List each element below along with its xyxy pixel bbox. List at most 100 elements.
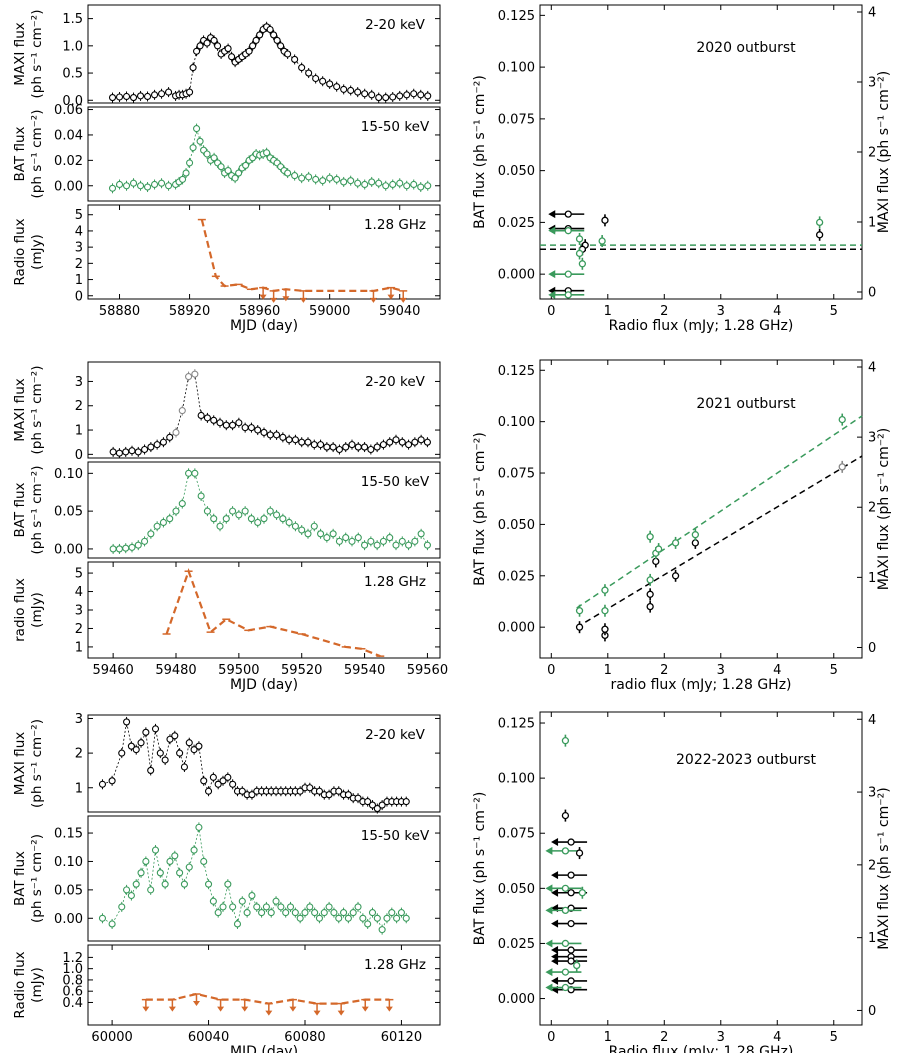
- data-point: [247, 515, 255, 523]
- data-point: [386, 438, 394, 446]
- data-point: [219, 903, 227, 911]
- data-point: [253, 903, 261, 911]
- y-tick-label: 3: [75, 375, 83, 390]
- y-tick-label: 0.125: [498, 9, 535, 24]
- bat-upper-limit-arrow: [545, 906, 553, 915]
- y-tick-label: 0.025: [498, 937, 535, 952]
- data-point: [301, 909, 309, 917]
- data-point: [361, 180, 369, 189]
- data-point: [262, 903, 270, 911]
- energy-band-label: 2-20 keV: [365, 727, 426, 743]
- data-point: [340, 178, 348, 186]
- data-point: [165, 182, 173, 190]
- bat-point: [575, 607, 584, 615]
- data-point: [210, 515, 218, 523]
- data-point: [273, 36, 281, 44]
- data-point: [396, 92, 404, 100]
- data-point: [349, 909, 357, 917]
- data-point: [367, 445, 375, 454]
- data-point: [260, 515, 268, 523]
- data-point: [156, 869, 164, 877]
- data-point: [317, 530, 325, 538]
- data-point: [180, 763, 188, 771]
- data-point: [115, 449, 123, 457]
- data-point: [224, 880, 232, 888]
- y-tick-label: 0.100: [498, 61, 535, 76]
- y-tick-label-right: 2: [868, 858, 876, 873]
- data-point: [306, 784, 314, 792]
- data-point: [141, 445, 149, 454]
- data-point: [405, 441, 413, 449]
- data-point: [123, 886, 131, 894]
- data-point: [368, 178, 376, 186]
- data-point: [375, 94, 383, 102]
- data-point: [165, 88, 173, 96]
- data-point: [159, 518, 167, 527]
- bat-point: [671, 539, 680, 547]
- data-point: [204, 880, 213, 888]
- data-point: [115, 93, 124, 101]
- x-tick-label: 3: [717, 663, 725, 678]
- data-point: [190, 846, 198, 854]
- y-axis-label: Radio flux(mJy): [12, 218, 45, 285]
- energy-band-label: 2-20 keV: [365, 374, 426, 390]
- data-point: [132, 880, 140, 888]
- x-tick-label: 5: [830, 663, 838, 678]
- data-point: [235, 511, 243, 519]
- data-point: [260, 428, 268, 437]
- x-tick-label: 2: [660, 663, 668, 678]
- x-tick-label: 58880: [99, 304, 140, 319]
- data-point: [118, 749, 126, 757]
- data-point: [182, 169, 190, 177]
- data-point: [333, 175, 341, 183]
- data-point: [136, 182, 145, 190]
- data-point: [263, 149, 271, 157]
- axes-frame: [87, 204, 441, 300]
- x-tick-label: 59520: [281, 663, 322, 678]
- data-point: [373, 443, 381, 451]
- y-tick-label: 0.000: [498, 992, 535, 1007]
- data-point: [108, 920, 116, 928]
- data-point: [147, 443, 155, 451]
- data-point: [137, 739, 145, 747]
- bat-point: [838, 415, 846, 424]
- data-point: [166, 433, 174, 441]
- data-point: [235, 169, 243, 177]
- energy-band-label: 15-50 keV: [361, 119, 430, 135]
- data-point: [423, 438, 431, 446]
- data-point: [200, 857, 208, 866]
- y-tick-label: 1.5: [62, 12, 83, 27]
- y-tick-label: 0.075: [498, 467, 535, 482]
- data-point: [398, 537, 406, 545]
- data-point: [291, 55, 299, 63]
- data-point: [229, 421, 237, 429]
- bat-upper-limit-arrow: [545, 846, 553, 855]
- bat-point: [573, 961, 581, 970]
- upper-limit-arrow: [282, 296, 290, 302]
- data-point: [417, 183, 425, 191]
- data-point: [147, 886, 155, 894]
- data-point: [304, 530, 312, 538]
- y-tick-label: 0: [75, 289, 83, 304]
- y-tick-label-right: 0: [868, 641, 876, 656]
- data-point: [128, 543, 136, 551]
- panel-p1_maxi: 0.0 0.5 1.0 1.5 MAXI flux(ph s⁻¹ cm⁻²) 2-20 k…: [12, 4, 441, 109]
- y-tick-label: 1.0: [62, 962, 83, 977]
- bat-upper-limit: [564, 227, 572, 235]
- data-point: [368, 91, 376, 99]
- data-point: [386, 534, 394, 542]
- maxi-point: [601, 216, 609, 224]
- panel-p2_radio: 1 2 3 4 5 59460 59480 59500 59520 59540 59560 MJD (…: [12, 561, 448, 693]
- data-point: [122, 92, 131, 101]
- x-axis-label: Radio flux (mJy; 1.28 GHz): [609, 318, 794, 334]
- y-tick-label: 1: [75, 781, 83, 796]
- y-tick-label: 0.000: [498, 268, 535, 283]
- upper-limit-arrow: [387, 294, 395, 300]
- data-point: [186, 88, 194, 96]
- data-point: [310, 522, 318, 530]
- upper-limit-arrow: [361, 1006, 369, 1012]
- data-point: [159, 438, 167, 446]
- x-tick-label: 5: [830, 304, 838, 319]
- data-point: [402, 798, 410, 806]
